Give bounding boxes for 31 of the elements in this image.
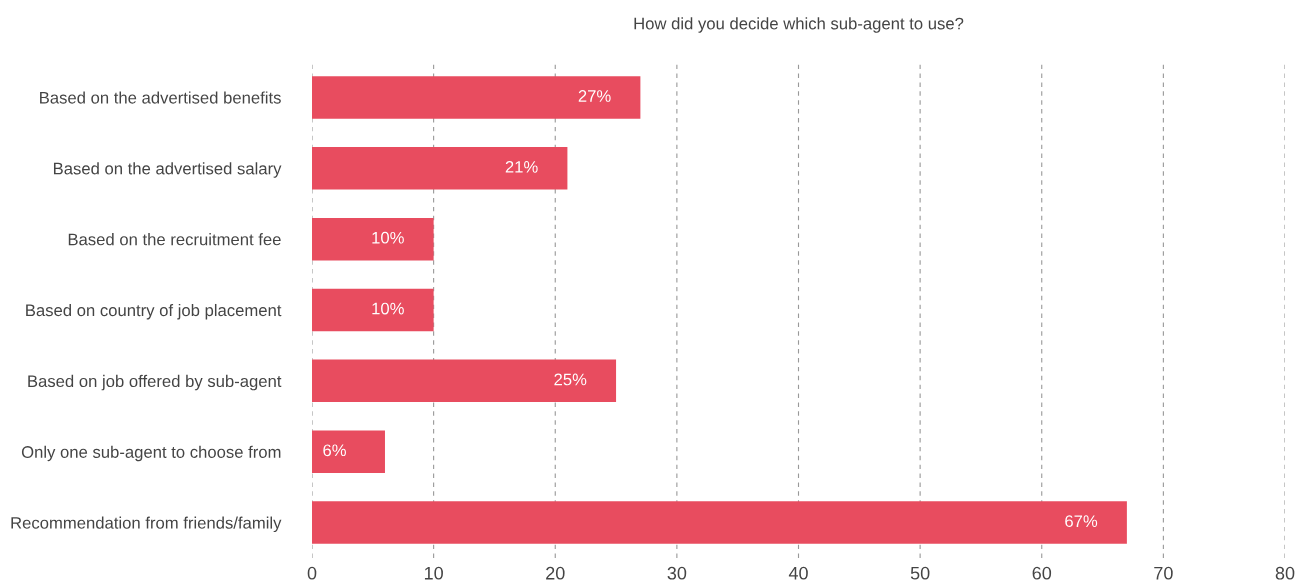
data-label: 25% bbox=[554, 373, 587, 386]
data-label: 10% bbox=[372, 302, 404, 315]
data-label: 27% bbox=[578, 90, 611, 102]
data-label: 6% bbox=[323, 444, 346, 457]
bar bbox=[312, 501, 1127, 544]
x-tick-label: 40 bbox=[788, 566, 808, 580]
y-tick-label: Based on country of job placement bbox=[26, 303, 282, 320]
x-tick-label: 30 bbox=[667, 566, 687, 580]
y-tick-label: Only one sub-agent to choose from bbox=[21, 445, 281, 462]
y-tick-label: Based on the advertised salary bbox=[53, 162, 282, 178]
y-tick-label: Based on the advertised benefits bbox=[40, 91, 281, 104]
chart-title: How did you decide which sub-agent to use? bbox=[634, 17, 964, 33]
bar bbox=[312, 359, 617, 403]
x-tick-label: 50 bbox=[910, 566, 930, 580]
bar bbox=[312, 430, 385, 473]
x-tick-label: 80 bbox=[1275, 566, 1295, 580]
x-tick-label: 10 bbox=[424, 566, 443, 580]
y-tick-label: Based on the recruitment fee bbox=[68, 233, 281, 246]
x-tick-label: 0 bbox=[307, 566, 317, 580]
x-tick-label: 60 bbox=[1032, 566, 1052, 580]
bar bbox=[312, 76, 641, 119]
y-tick-label: Based on job offered by sub-agent bbox=[28, 374, 282, 391]
bar bbox=[312, 147, 568, 190]
data-label: 67% bbox=[1065, 515, 1098, 528]
x-tick-label: 70 bbox=[1154, 566, 1173, 580]
data-label: 21% bbox=[505, 160, 538, 173]
bar bbox=[312, 288, 434, 332]
data-label: 10% bbox=[372, 231, 404, 244]
bar bbox=[312, 217, 434, 261]
y-tick-label: Recommendation from friends/family bbox=[11, 516, 282, 533]
x-tick-label: 20 bbox=[546, 566, 565, 580]
